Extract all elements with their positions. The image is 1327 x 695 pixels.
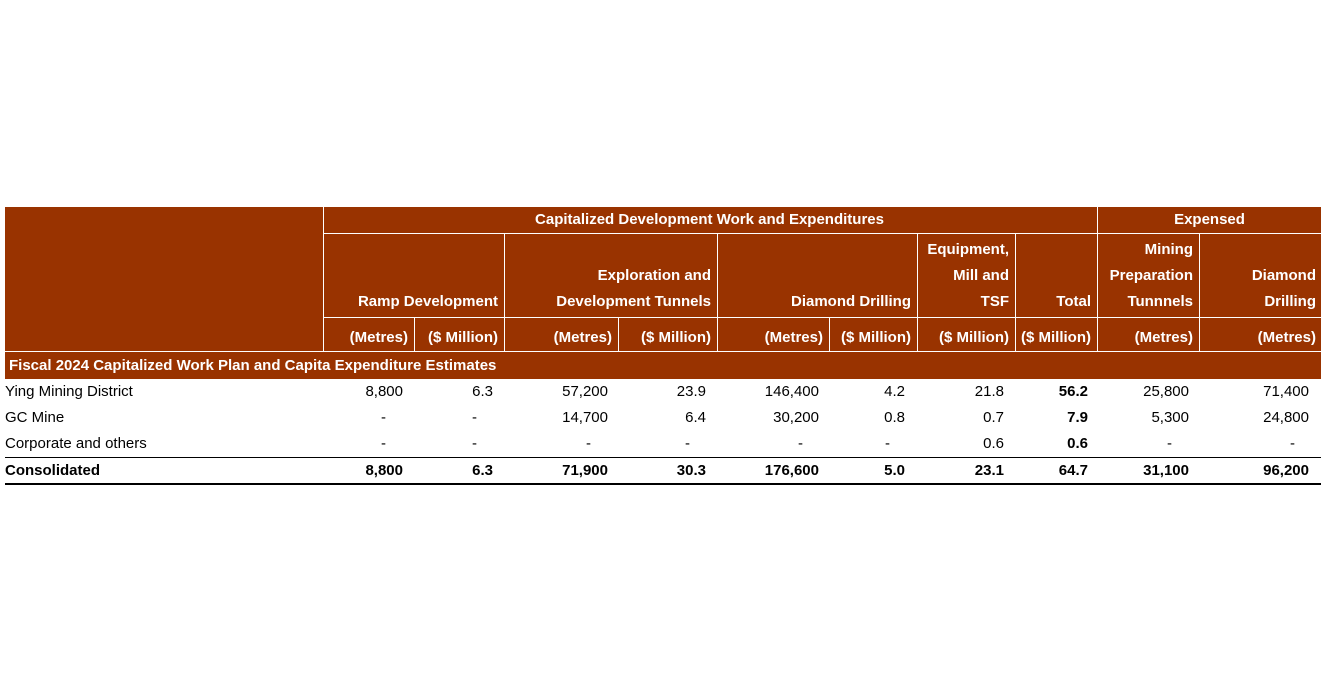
unit-ramp-metres: (Metres) — [349, 329, 408, 346]
cell-value: 30.3 — [676, 462, 706, 479]
header-divider — [323, 233, 1321, 234]
cell-value: 96,200 — [1263, 462, 1309, 479]
cell-value: 57,200 — [562, 383, 608, 400]
header-divider — [829, 317, 830, 351]
cell-value: 24,800 — [1263, 409, 1309, 426]
cell-value: 6.3 — [472, 383, 493, 400]
cell-value: 25,800 — [1143, 383, 1189, 400]
cell-value: - — [472, 409, 477, 426]
unit-mining-metres: (Metres) — [1134, 329, 1193, 346]
row-label: GC Mine — [5, 409, 65, 426]
cell-value: - — [798, 435, 803, 452]
capitalized-group-header: Capitalized Development Work and Expendi… — [535, 211, 884, 228]
unit-diamond-million: ($ Million) — [841, 329, 911, 346]
header-divider — [1015, 233, 1016, 351]
unit-equipment-million: ($ Million) — [939, 329, 1009, 346]
col-header-equipment-line1: Equipment, — [927, 241, 1009, 258]
header-divider — [618, 317, 619, 351]
col-header-exp-diamond-line2: Drilling — [1264, 293, 1316, 310]
totals-bottom-rule — [5, 483, 1321, 485]
cell-value: - — [381, 409, 386, 426]
cell-value: - — [586, 435, 591, 452]
cell-value: 0.8 — [884, 409, 905, 426]
section-title: Fiscal 2024 Capitalized Work Plan and Ca… — [9, 357, 497, 374]
row-label: Corporate and others — [5, 435, 147, 452]
col-header-total: Total — [1056, 293, 1091, 310]
col-header-ramp: Ramp Development — [357, 293, 498, 310]
cell-value: 31,100 — [1143, 462, 1189, 479]
header-divider — [5, 351, 1321, 352]
cell-value: 6.4 — [685, 409, 706, 426]
col-header-exp-diamond-line1: Diamond — [1251, 267, 1316, 284]
header-divider — [717, 233, 718, 351]
cell-value: - — [885, 435, 890, 452]
cell-value: 176,600 — [764, 462, 819, 479]
cell-value: 5,300 — [1151, 409, 1189, 426]
table-row: Ying Mining District 8,800 6.3 57,200 23… — [5, 379, 1321, 405]
table-row-total: Consolidated 8,800 6.3 71,900 30.3 176,6… — [5, 458, 1321, 484]
col-header-exploration-line1: Exploration and — [597, 267, 711, 284]
cell-value: 56.2 — [1058, 383, 1088, 400]
cell-value: 71,900 — [562, 462, 608, 479]
cell-value: 23.1 — [974, 462, 1004, 479]
cell-value: 23.9 — [676, 383, 706, 400]
col-header-equipment-line3: TSF — [980, 293, 1009, 310]
header-divider — [1199, 233, 1200, 351]
col-header-mining-line3: Tunnnels — [1127, 293, 1193, 310]
col-header-exploration-line2: Development Tunnels — [556, 293, 711, 310]
cell-value: 6.3 — [472, 462, 493, 479]
unit-expl-million: ($ Million) — [641, 329, 711, 346]
header-divider — [504, 233, 505, 351]
unit-ramp-million: ($ Million) — [428, 329, 498, 346]
col-header-diamond: Diamond Drilling — [791, 293, 911, 310]
cell-value: 0.6 — [983, 435, 1004, 452]
cell-value: - — [685, 435, 690, 452]
cell-value: 146,400 — [764, 383, 819, 400]
unit-diamond-metres: (Metres) — [764, 329, 823, 346]
cell-value: 0.6 — [1067, 435, 1088, 452]
table-row: Corporate and others - - - - - - 0.6 0.6… — [5, 431, 1321, 457]
cell-value: 8,800 — [365, 383, 403, 400]
cell-value: 0.7 — [983, 409, 1004, 426]
unit-expl-metres: (Metres) — [553, 329, 612, 346]
header-divider — [323, 317, 1321, 318]
expensed-group-header: Expensed — [1174, 211, 1245, 228]
table-header — [5, 207, 1321, 379]
unit-total-million: ($ Million) — [1021, 329, 1091, 346]
header-divider — [414, 317, 415, 351]
header-divider — [323, 207, 324, 351]
cell-value: - — [472, 435, 477, 452]
cell-value: - — [381, 435, 386, 452]
cell-value: 64.7 — [1058, 462, 1088, 479]
row-label: Ying Mining District — [5, 383, 133, 400]
cell-value: 21.8 — [974, 383, 1004, 400]
cell-value: 30,200 — [773, 409, 819, 426]
unit-exp-diamond-metres: (Metres) — [1257, 329, 1316, 346]
cell-value: 7.9 — [1067, 409, 1088, 426]
col-header-mining-line1: Mining — [1144, 241, 1193, 258]
totals-top-rule — [5, 457, 1321, 458]
col-header-equipment-line2: Mill and — [953, 267, 1009, 284]
col-header-mining-line2: Preparation — [1109, 267, 1193, 284]
cell-value: 71,400 — [1263, 383, 1309, 400]
header-divider — [1097, 207, 1098, 351]
cell-value: - — [1167, 435, 1172, 452]
row-label: Consolidated — [5, 462, 101, 479]
header-divider — [917, 233, 918, 351]
cell-value: 5.0 — [884, 462, 905, 479]
cell-value: 8,800 — [365, 462, 403, 479]
cell-value: 4.2 — [884, 383, 905, 400]
table-row: GC Mine - - 14,700 6.4 30,200 0.8 0.7 7.… — [5, 405, 1321, 431]
cell-value: 14,700 — [562, 409, 608, 426]
cell-value: - — [1290, 435, 1295, 452]
